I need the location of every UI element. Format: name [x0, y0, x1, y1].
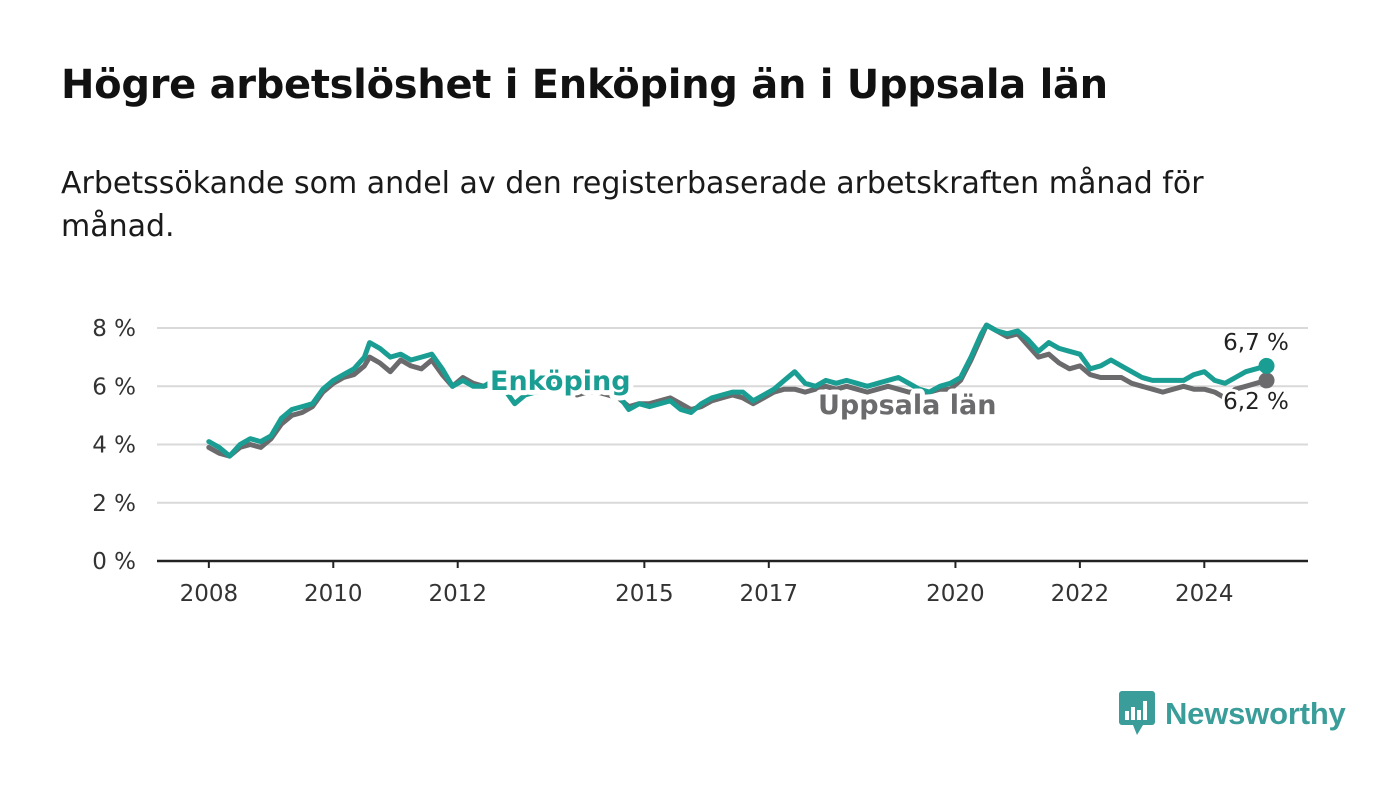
x-tick-label: 2012: [428, 581, 487, 607]
chart-title: Högre arbetslöshet i Enköping än i Uppsa…: [61, 62, 1108, 108]
series-label-enkoping: Enköping: [490, 366, 631, 397]
x-tick-label: 2020: [926, 581, 985, 607]
y-tick-label: 0 %: [92, 549, 136, 575]
x-tick-label: 2008: [180, 581, 239, 607]
x-tick-label: 2010: [304, 581, 363, 607]
series-label-uppsala-lan: Uppsala län: [818, 390, 996, 421]
x-tick-label: 2017: [740, 581, 799, 607]
end-label-enkoping: 6,7 %: [1223, 330, 1289, 356]
y-tick-label: 2 %: [92, 491, 136, 517]
x-tick-label: 2015: [615, 581, 674, 607]
y-tick-label: 6 %: [92, 374, 136, 400]
y-tick-label: 4 %: [92, 433, 136, 459]
end-label-uppsala-lan: 6,2 %: [1223, 389, 1289, 415]
newsworthy-logo: Newsworthy: [1119, 690, 1359, 738]
x-tick-label: 2022: [1051, 581, 1110, 607]
y-tick-label: 8 %: [92, 316, 136, 342]
end-point-enkoping: [1258, 357, 1275, 374]
brand-name: Newsworthy: [1165, 696, 1346, 731]
series-line-enkoping: [206, 322, 1269, 459]
series-line-uppsala-lan: [206, 322, 1269, 459]
x-tick-label: 2024: [1175, 581, 1234, 607]
bar-chart-speech-bubble-icon: [1119, 691, 1155, 735]
end-point-uppsala-lan: [1258, 372, 1275, 389]
chart-subtitle: Arbetssökande som andel av den registerb…: [61, 166, 1204, 244]
